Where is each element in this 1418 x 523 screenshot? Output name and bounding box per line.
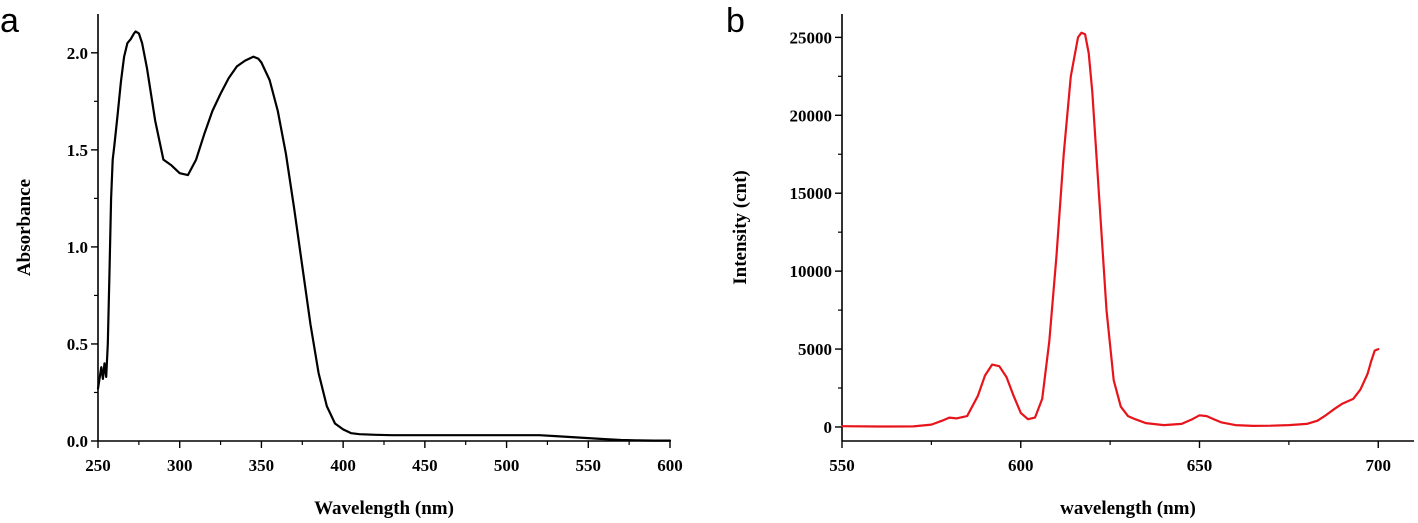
panel-a-y-tick-label: 0.0 <box>67 432 88 451</box>
panel-b-x-tick-label: 700 <box>1366 456 1392 475</box>
panel-b-y-axis-title: Intensity (cnt) <box>730 170 751 285</box>
panel-b-y-tick-label: 10000 <box>790 262 833 281</box>
panel-a-absorbance-series-line <box>96 30 672 442</box>
panel-a-ticks: 250 300 350 400 450 500 550 600 0.0 0.5 1.0 1.5 2.0 <box>67 44 683 475</box>
panel-a-absorbance-chart: a 250 300 350 400 450 500 550 600 0.0 0.5 1.0 1.5 2.… <box>0 2 683 519</box>
panel-a-x-tick-label: 400 <box>330 456 356 475</box>
panel-b-ticks: 550 600 650 700 0 5000 10000 15000 20000 25000 <box>790 28 1392 475</box>
panel-a-x-axis-title: Wavelength (nm) <box>314 498 454 519</box>
panel-b-y-tick-label: 0 <box>824 418 833 437</box>
panel-a-label: a <box>0 2 19 40</box>
panel-b-emission-series-line <box>840 31 1380 428</box>
panel-a-x-tick-label: 450 <box>412 456 438 475</box>
panel-b-y-tick-label: 25000 <box>790 28 833 47</box>
panel-a-x-tick-label: 350 <box>249 456 275 475</box>
panel-a-x-tick-label: 250 <box>85 456 111 475</box>
panel-a-x-tick-label: 550 <box>576 456 602 475</box>
panel-b-y-tick-label: 15000 <box>790 184 833 203</box>
panel-b-y-tick-label: 20000 <box>790 106 833 125</box>
panel-b-y-tick-label: 5000 <box>798 340 832 359</box>
panel-a-y-tick-label: 1.5 <box>67 141 88 160</box>
panel-b-intensity-chart: b 550 600 650 7000500010000150002000025000 … <box>726 2 1414 519</box>
panel-b-x-axis-title: wavelength (nm) <box>1060 498 1196 519</box>
panel-b-x-tick-label: 600 <box>1008 456 1034 475</box>
panel-a-x-tick-label: 600 <box>657 456 683 475</box>
panel-b-x-tick-label: 650 <box>1187 456 1213 475</box>
panel-a-x-tick-label: 300 <box>167 456 193 475</box>
panel-a-y-axis-title: Absorbance <box>14 179 35 276</box>
panel-b-x-tick-label: 550 <box>829 456 855 475</box>
panel-b-label: b <box>726 2 745 40</box>
panel-a-x-tick-label: 500 <box>494 456 520 475</box>
panel-a-y-tick-label: 1.0 <box>67 238 88 257</box>
panel-a-y-tick-label: 0.5 <box>67 335 88 354</box>
panel-a-y-tick-label: 2.0 <box>67 44 88 63</box>
